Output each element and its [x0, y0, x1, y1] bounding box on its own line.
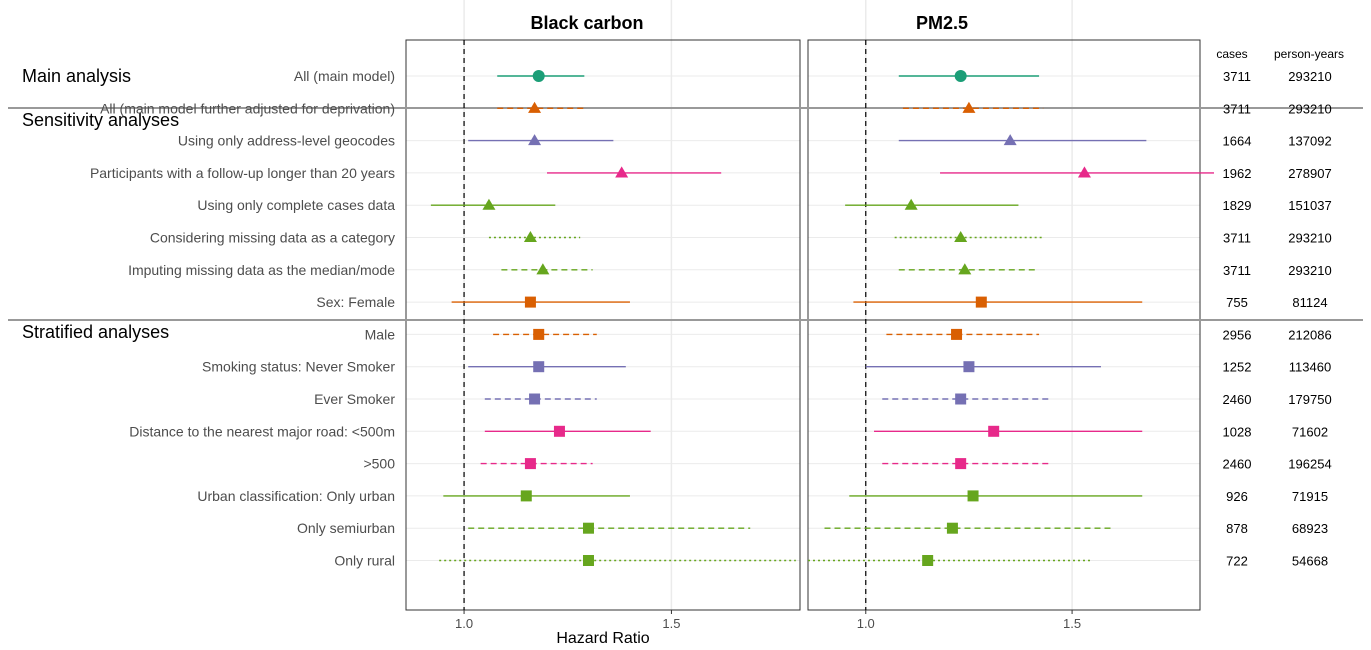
point-estimate-triangle [615, 166, 629, 178]
row-label: Using only address-level geocodes [178, 133, 395, 149]
point-estimate-square [553, 425, 565, 437]
cases-cell: 2460 [1223, 457, 1252, 472]
point-estimate-square [582, 522, 594, 534]
cases-cell: 3711 [1223, 101, 1251, 116]
person-years-cell: 212086 [1288, 327, 1331, 342]
row-label: >500 [363, 456, 395, 472]
row-label: Only semiurban [297, 520, 395, 536]
person-years-cell: 293210 [1288, 69, 1331, 84]
cases-cell: 722 [1226, 554, 1248, 569]
point-estimate-triangle [1003, 134, 1017, 146]
person-years-cell: 293210 [1288, 231, 1331, 246]
point-estimate-square [975, 296, 987, 308]
text-layer: Black carbon PM2.5 cases person-years Ha… [22, 13, 1344, 647]
point-estimate-square [922, 555, 934, 566]
x-tick-label: 1.5 [662, 616, 680, 631]
row-label: Considering missing data as a category [150, 230, 395, 246]
panel-title-black-carbon: Black carbon [530, 13, 643, 33]
point-estimate-square [533, 328, 545, 340]
person-years-cell: 137092 [1288, 134, 1331, 149]
cases-cell: 3711 [1223, 263, 1251, 278]
row-label: Urban classification: Only urban [197, 488, 395, 504]
cases-cell: 1829 [1223, 198, 1252, 213]
cases-cell: 1028 [1223, 424, 1252, 439]
x-axis-label: Hazard Ratio [556, 630, 649, 647]
person-years-cell: 196254 [1288, 457, 1331, 472]
point-estimate-triangle [482, 198, 496, 210]
x-tick-label: 1.0 [857, 616, 875, 631]
point-estimate-circle [532, 70, 545, 82]
point-estimate-triangle [523, 231, 537, 243]
section-label: Sensitivity analyses [22, 110, 179, 130]
marks-layer [430, 40, 1214, 610]
person-years-cell: 278907 [1288, 166, 1331, 181]
row-label: Distance to the nearest major road: <500… [129, 423, 395, 439]
x-tick-label: 1.0 [455, 616, 473, 631]
column-header-person-years: person-years [1274, 47, 1344, 61]
panel-frame [405, 39, 801, 611]
point-estimate-triangle [528, 101, 542, 113]
person-years-cell: 293210 [1288, 263, 1331, 278]
row-label: Participants with a follow-up longer tha… [90, 165, 395, 181]
person-years-cell: 179750 [1288, 392, 1331, 407]
point-estimate-triangle [536, 263, 550, 275]
cases-cell: 1252 [1223, 360, 1252, 375]
point-estimate-square [533, 361, 545, 373]
point-estimate-square [955, 393, 967, 405]
section-separators [8, 107, 1363, 321]
point-estimate-triangle [954, 231, 968, 243]
point-estimate-square [520, 490, 532, 502]
cases-cell: 1962 [1223, 166, 1252, 181]
point-estimate-square [946, 522, 958, 534]
panel-frame [807, 39, 1201, 611]
cases-cell: 2460 [1223, 392, 1252, 407]
panel-frames [405, 39, 1201, 614]
panel-title-pm25: PM2.5 [916, 13, 968, 33]
cases-cell: 755 [1226, 295, 1248, 310]
point-estimate-square [967, 490, 979, 502]
point-estimate-square [529, 393, 541, 405]
section-label: Stratified analyses [22, 322, 169, 342]
cases-cell: 3711 [1223, 69, 1251, 84]
cases-cell: 3711 [1223, 231, 1251, 246]
row-label: All (main model) [294, 68, 395, 84]
person-years-cell: 81124 [1292, 295, 1327, 310]
person-years-cell: 54668 [1292, 554, 1328, 569]
person-years-cell: 71915 [1292, 489, 1328, 504]
point-estimate-square [582, 555, 594, 566]
row-label: All (main model further adjusted for dep… [100, 100, 395, 116]
point-estimate-triangle [1077, 166, 1091, 178]
person-years-cell: 151037 [1288, 198, 1331, 213]
row-label: Male [365, 326, 396, 342]
cases-cell: 1664 [1223, 134, 1252, 149]
point-estimate-circle [954, 70, 967, 82]
person-years-cell: 68923 [1292, 521, 1328, 536]
cases-cell: 878 [1226, 521, 1248, 536]
row-label: Only rural [334, 553, 395, 569]
point-estimate-triangle [962, 101, 976, 113]
column-header-cases: cases [1216, 47, 1247, 61]
row-label: Smoking status: Never Smoker [202, 359, 395, 375]
cases-cell: 2956 [1223, 327, 1252, 342]
x-tick-label: 1.5 [1063, 616, 1081, 631]
person-years-cell: 71602 [1292, 424, 1328, 439]
row-label: Ever Smoker [314, 391, 395, 407]
row-label: Imputing missing data as the median/mode [128, 262, 395, 278]
person-years-cell: 113460 [1289, 360, 1331, 375]
point-estimate-square [524, 296, 536, 308]
section-label: Main analysis [22, 66, 131, 86]
point-estimate-square [951, 328, 963, 340]
point-estimate-square [955, 458, 967, 470]
point-estimate-square [524, 458, 536, 470]
point-estimate-triangle [904, 198, 918, 210]
point-estimate-triangle [528, 134, 542, 146]
point-estimate-triangle [958, 263, 972, 275]
point-estimate-square [963, 361, 975, 373]
person-years-cell: 293210 [1288, 101, 1331, 116]
point-estimate-square [988, 425, 1000, 437]
cases-cell: 926 [1226, 489, 1248, 504]
row-label: Using only complete cases data [197, 197, 395, 213]
row-label: Sex: Female [316, 294, 395, 310]
